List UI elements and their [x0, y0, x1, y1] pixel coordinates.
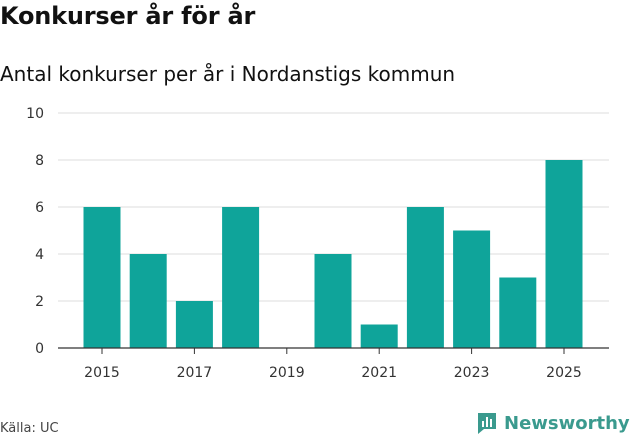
- bars: [83, 160, 583, 348]
- bar-2017: [175, 301, 213, 348]
- bar-2018: [222, 207, 260, 348]
- brand-logo: Newsworthy: [476, 409, 630, 437]
- chart-title: Konkurser år för år: [0, 2, 256, 30]
- x-tick-label: 2019: [269, 365, 305, 381]
- bar-2015: [83, 207, 121, 348]
- brand-name: Newsworthy: [504, 412, 630, 434]
- y-tick-label: 6: [35, 200, 44, 216]
- y-tick-label: 10: [26, 106, 44, 122]
- bar-2022: [406, 207, 444, 348]
- y-tick-label: 4: [35, 247, 44, 263]
- x-tick-label: 2021: [361, 365, 397, 381]
- bar-2020: [314, 254, 352, 348]
- source-label: Källa: UC: [0, 421, 59, 436]
- bar-2023: [453, 230, 491, 348]
- x-tick-label: 2017: [177, 365, 213, 381]
- chart-subtitle: Antal konkurser per år i Nordanstigs kom…: [0, 62, 456, 86]
- axes: 0 2 4 6 8 10 2015 2017 2019 2021 2023 2025: [26, 106, 609, 381]
- bar-2024: [499, 277, 537, 348]
- y-tick-label: 0: [35, 341, 44, 357]
- x-tick-label: 2023: [454, 365, 490, 381]
- bar-chart: 0 2 4 6 8 10 2015 2017 2019 2021 2023 2025: [26, 106, 609, 381]
- y-tick-label: 2: [35, 294, 44, 310]
- bar-2025: [545, 160, 583, 348]
- bar-chart-icon: [478, 413, 496, 434]
- bar-2016: [129, 254, 167, 348]
- x-tick-label: 2025: [546, 365, 582, 381]
- x-tick-label: 2015: [84, 365, 120, 381]
- y-tick-label: 8: [35, 153, 44, 169]
- bar-2021: [360, 324, 398, 348]
